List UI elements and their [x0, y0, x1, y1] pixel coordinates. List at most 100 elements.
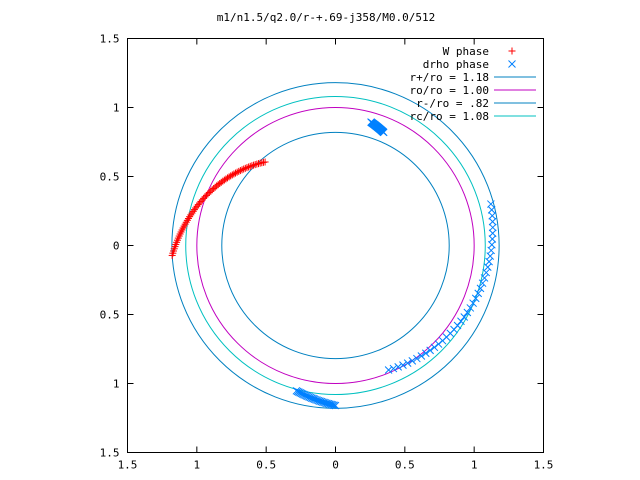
drho-phase-point	[310, 395, 319, 404]
drho-phase-point	[399, 361, 407, 369]
w-phase-point	[248, 162, 256, 170]
legend-label-2: r+/ro = 1.18	[410, 71, 489, 84]
w-phase-point	[261, 158, 269, 166]
drho-phase-point	[487, 200, 495, 208]
drho-phase-point	[463, 308, 472, 317]
w-phase-point	[233, 168, 241, 176]
w-phase-point	[236, 167, 244, 175]
drho-phase-point	[306, 393, 315, 402]
w-phase-point	[246, 162, 254, 170]
drho-phase-point	[482, 268, 491, 277]
drho-phase-point	[476, 284, 485, 293]
legend-label-3: ro/ro = 1.00	[410, 84, 489, 97]
legend-label-4: r-/ro = .82	[416, 97, 489, 110]
drho-phase-point	[488, 229, 497, 238]
drho-phase-point	[384, 366, 393, 374]
x-tick-label: 1	[194, 459, 201, 472]
drho-phase-point	[318, 398, 327, 406]
drho-phase-point	[324, 399, 333, 408]
drho-phase-point	[316, 397, 324, 405]
legend-label-5: rc/ro = 1.08	[410, 110, 489, 123]
w-phase-point	[243, 164, 251, 172]
drho-phase-point	[474, 289, 483, 298]
w-phase-point	[232, 169, 240, 177]
x-tick-label: 0.5	[256, 459, 276, 472]
w-phase-point	[202, 191, 210, 199]
drho-phase-point	[314, 396, 323, 405]
drho-phase-point	[327, 400, 336, 409]
y-tick-label: 0	[113, 240, 120, 253]
drho-phase-point	[328, 401, 337, 409]
x-tick-label: 1.5	[534, 459, 554, 472]
drho-phase-point	[311, 395, 320, 404]
x-tick-label: 1.5	[118, 459, 138, 472]
y-axis-tick-labels: 1.5 1 0.5 0 0.5 1 1.5	[100, 33, 120, 460]
y-tick-label: 1	[113, 102, 120, 115]
x-tick-label: 0.5	[395, 459, 415, 472]
w-phase-point	[238, 166, 246, 174]
x-axis-tick-labels: 1.5 1 0.5 0 0.5 1 1.5	[118, 459, 554, 472]
w-phase-point	[245, 163, 253, 171]
drho-phase-point	[460, 313, 469, 321]
drho-phase-point	[488, 217, 497, 226]
x-tick-label: 0	[332, 459, 339, 472]
drho-phase-point	[478, 279, 487, 288]
drho-phase-point	[331, 401, 340, 410]
drho-phase-point	[483, 263, 492, 271]
drho-phase-point	[325, 400, 334, 408]
drho-phase-point	[309, 394, 317, 403]
y-tick-label: 1	[113, 378, 120, 391]
drho-phase-point	[320, 398, 328, 407]
drho-phase-point	[408, 357, 417, 365]
drho-phase-point	[303, 392, 312, 401]
drho-phase-point	[466, 304, 475, 312]
data-points	[168, 118, 497, 410]
circle-r-0-82	[221, 131, 450, 360]
drho-phase-point	[305, 393, 313, 401]
w-phase-point	[250, 161, 258, 169]
legend-swatch-0	[508, 47, 516, 55]
w-phase-point	[235, 167, 243, 175]
legend-label-1: drho phase	[423, 58, 489, 71]
w-phase-point	[186, 213, 194, 221]
drho-phase-point	[488, 223, 497, 232]
drho-phase-point	[430, 343, 439, 352]
drho-phase-point	[394, 363, 403, 371]
w-phase-point	[187, 211, 195, 219]
drho-phase-point	[488, 235, 497, 243]
reference-circles	[171, 82, 500, 409]
w-phase-point	[241, 164, 249, 172]
y-tick-label: 1.5	[100, 447, 120, 460]
drho-phase-point	[469, 299, 477, 308]
legend-swatch-1	[508, 60, 516, 68]
circle-r-1-08	[185, 95, 486, 396]
axis-ticks	[127, 38, 544, 453]
drho-phase-point	[302, 391, 311, 400]
y-tick-label: 1.5	[100, 33, 120, 46]
drho-phase-point	[321, 399, 330, 407]
drho-phase-point	[389, 364, 398, 373]
drho-phase-point	[313, 396, 322, 405]
y-tick-label: 0.5	[100, 171, 120, 184]
drho-phase-point	[330, 401, 338, 410]
chart-title: m1/n1.5/q2.0/r-+.69-j358/M0.0/512	[217, 11, 436, 24]
circle-r-1-18	[171, 82, 500, 409]
y-tick-label: 0.5	[100, 309, 120, 322]
drho-phase-point	[457, 317, 465, 326]
drho-phase-point	[480, 274, 489, 282]
drho-phase-point	[453, 321, 462, 330]
drho-phase-point	[471, 294, 480, 303]
drho-phase-point	[317, 397, 326, 406]
legend-label-0: W phase	[443, 45, 489, 58]
drho-phase-point	[367, 118, 375, 126]
drho-phase-point	[403, 359, 412, 367]
circle-r-1	[196, 107, 475, 384]
drho-phase-point	[421, 349, 430, 358]
x-tick-label: 1	[471, 459, 478, 472]
drho-phase-point	[413, 354, 421, 363]
w-phase-point	[240, 165, 248, 173]
w-phase-point	[251, 161, 259, 169]
w-phase-point	[184, 214, 192, 222]
